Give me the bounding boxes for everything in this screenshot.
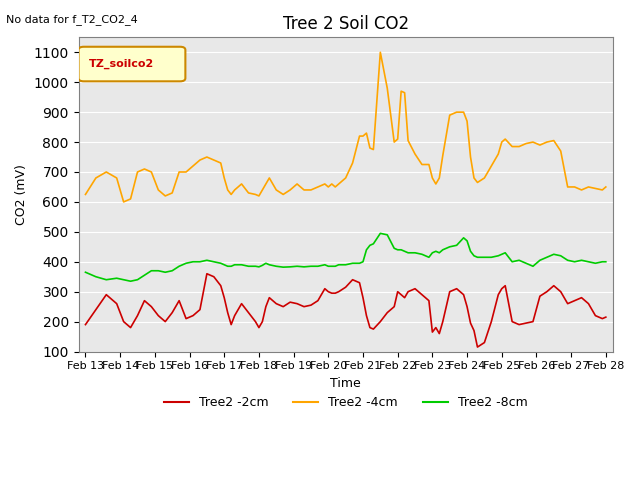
Tree2 -4cm: [262, 181, 269, 187]
Text: TZ_soilco2: TZ_soilco2: [89, 59, 154, 69]
Line: Tree2 -4cm: Tree2 -4cm: [86, 52, 606, 202]
Tree2 -2cm: [446, 289, 454, 295]
Line: Tree2 -8cm: Tree2 -8cm: [86, 233, 606, 281]
Tree2 -8cm: [376, 230, 384, 236]
Tree2 -8cm: [453, 242, 461, 248]
Tree2 -8cm: [529, 264, 537, 269]
Tree2 -8cm: [182, 260, 190, 266]
Tree2 -4cm: [120, 199, 127, 205]
Text: No data for f_T2_CO2_4: No data for f_T2_CO2_4: [6, 14, 138, 25]
Tree2 -4cm: [529, 139, 537, 145]
Tree2 -8cm: [591, 260, 599, 266]
Y-axis label: CO2 (mV): CO2 (mV): [15, 164, 28, 225]
Tree2 -4cm: [515, 144, 523, 149]
Line: Tree2 -2cm: Tree2 -2cm: [86, 274, 606, 347]
Tree2 -8cm: [127, 278, 134, 284]
Tree2 -2cm: [82, 322, 90, 327]
Tree2 -4cm: [376, 49, 384, 55]
Tree2 -4cm: [602, 184, 610, 190]
Tree2 -2cm: [262, 304, 269, 310]
Tree2 -2cm: [474, 344, 481, 350]
Tree2 -4cm: [182, 169, 190, 175]
Tree2 -8cm: [262, 260, 269, 266]
Tree2 -4cm: [453, 109, 461, 115]
Legend: Tree2 -2cm, Tree2 -4cm, Tree2 -8cm: Tree2 -2cm, Tree2 -4cm, Tree2 -8cm: [159, 391, 532, 414]
Tree2 -8cm: [602, 259, 610, 264]
FancyBboxPatch shape: [79, 47, 186, 81]
Title: Tree 2 Soil CO2: Tree 2 Soil CO2: [283, 15, 409, 33]
Tree2 -4cm: [82, 192, 90, 197]
Tree2 -2cm: [529, 319, 537, 324]
Tree2 -8cm: [515, 257, 523, 263]
Tree2 -4cm: [591, 186, 599, 192]
Tree2 -2cm: [591, 313, 599, 319]
Tree2 -2cm: [175, 298, 183, 303]
X-axis label: Time: Time: [330, 377, 361, 390]
Tree2 -2cm: [602, 314, 610, 320]
Tree2 -2cm: [203, 271, 211, 276]
Tree2 -8cm: [82, 269, 90, 275]
Tree2 -2cm: [515, 322, 523, 327]
